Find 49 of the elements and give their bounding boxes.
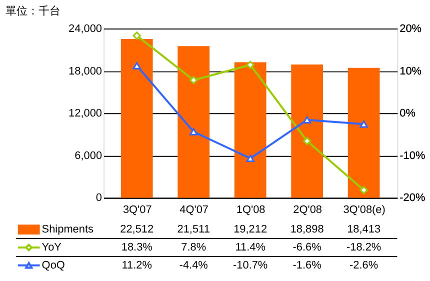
bar xyxy=(234,62,266,198)
x-tick-label: 2Q'08 xyxy=(293,204,322,216)
y-tick-label: 6,000 xyxy=(74,150,102,162)
data-label: 21,511 xyxy=(177,224,210,236)
point xyxy=(190,76,198,84)
x-tick-label: 1Q'08 xyxy=(236,204,266,216)
data-label: -4.4% xyxy=(179,259,208,272)
point xyxy=(246,60,254,69)
data-label: 7.8% xyxy=(181,241,206,254)
y-tick-label: 24,000 xyxy=(68,23,102,35)
point xyxy=(302,136,312,146)
point xyxy=(302,116,312,124)
legend-label: QoQ xyxy=(42,259,65,272)
data-label: 19,212 xyxy=(234,224,268,236)
y2-tick-label: -20% xyxy=(400,192,426,204)
data-label: -1.6% xyxy=(292,259,322,272)
data-label: -2.6% xyxy=(350,259,378,272)
point xyxy=(360,186,368,194)
data-label: -6.6% xyxy=(292,241,322,254)
x-tick-label: 3Q'07 xyxy=(122,204,152,216)
chart-title: 單位：千台 xyxy=(5,4,60,18)
y2-tick-label: 0% xyxy=(400,108,416,120)
y-tick-label: 18,000 xyxy=(68,65,102,78)
point xyxy=(360,120,368,128)
bar xyxy=(178,46,210,198)
point xyxy=(246,154,254,162)
bar xyxy=(291,64,323,198)
legend-label: Shipments xyxy=(42,224,94,236)
data-label: 18,413 xyxy=(347,224,381,236)
data-label: 11.2% xyxy=(122,259,152,272)
x-tick-label: 3Q'08(e) xyxy=(343,204,386,216)
point xyxy=(190,128,198,136)
data-label: 11.4% xyxy=(235,241,266,254)
y2-tick-label: 10% xyxy=(400,65,422,78)
y-tick-label: 0 xyxy=(96,192,102,204)
bar xyxy=(120,39,153,198)
data-label: 22,512 xyxy=(120,224,154,236)
x-tick-label: 4Q'07 xyxy=(180,204,209,216)
y-tick-label: 12,000 xyxy=(68,108,102,120)
legend-label: YoY xyxy=(42,241,62,254)
point xyxy=(132,32,141,40)
data-label: -18.2% xyxy=(346,241,382,254)
y2-tick-label: 20% xyxy=(400,23,422,35)
bar xyxy=(348,68,380,198)
point xyxy=(132,62,141,70)
data-label: 18.3% xyxy=(121,241,153,254)
y2-tick-label: -10% xyxy=(400,150,426,162)
data-label: -10.7% xyxy=(233,259,268,272)
data-label: 18,898 xyxy=(290,224,324,236)
